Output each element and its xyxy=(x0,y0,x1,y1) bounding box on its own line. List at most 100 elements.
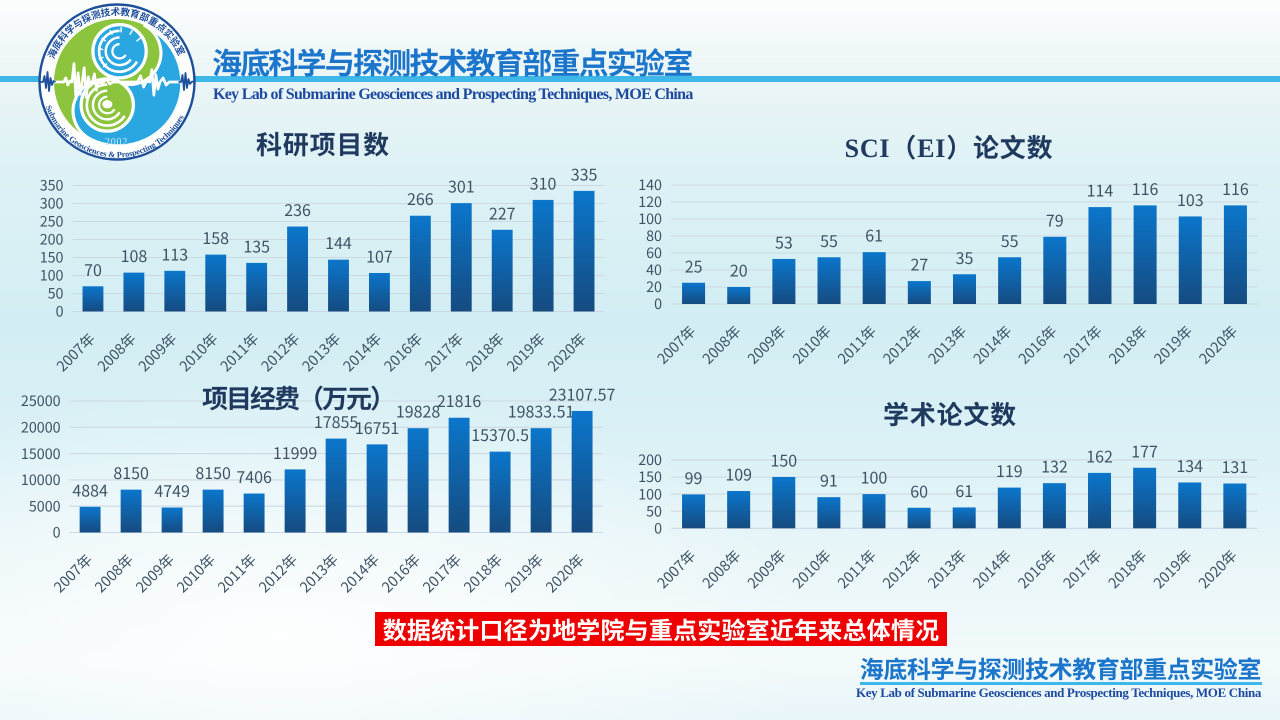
bar-value-label: 144 xyxy=(325,230,352,254)
bar-value-label: 132 xyxy=(1041,454,1068,478)
bar-value-label: 7406 xyxy=(236,464,272,488)
bar xyxy=(1223,205,1247,304)
bar xyxy=(246,262,268,312)
bar-value-label: 61 xyxy=(955,478,973,502)
x-tick-label: 2009年 xyxy=(743,321,791,369)
y-tick-label: 140 xyxy=(638,174,662,195)
bar-value-label: 116 xyxy=(1132,176,1159,200)
y-tick-label: 15000 xyxy=(21,443,61,464)
bar xyxy=(1133,467,1157,529)
bar-value-label: 158 xyxy=(202,225,229,249)
x-tick-label: 2008年 xyxy=(93,328,141,376)
bar-value-label: 27 xyxy=(910,252,928,276)
y-tick-label: 100 xyxy=(40,265,64,286)
x-tick-label: 2011年 xyxy=(833,321,881,369)
x-tick-label: 2019年 xyxy=(1149,321,1197,369)
bar xyxy=(532,199,554,312)
y-tick-label: 10000 xyxy=(21,469,61,490)
x-tick-label: 2014年 xyxy=(968,545,1016,593)
bar xyxy=(409,215,431,312)
bar xyxy=(366,444,388,533)
bar xyxy=(907,507,931,529)
bar xyxy=(123,272,145,312)
bar-value-label: 11999 xyxy=(273,440,318,464)
x-tick-label: 2018年 xyxy=(461,328,509,376)
logo-year: 2002 xyxy=(105,137,128,148)
bar xyxy=(161,507,183,533)
footer-title-cn: 海底科学与探测技术教育部重点实验室 xyxy=(859,650,1262,685)
x-tick-label: 2007年 xyxy=(52,328,100,376)
bar xyxy=(202,489,224,533)
bar xyxy=(862,494,886,529)
bar xyxy=(817,257,841,304)
x-tick-label: 2014年 xyxy=(968,321,1016,369)
x-tick-label: 2016年 xyxy=(379,328,427,376)
bar-value-label: 16751 xyxy=(355,415,399,439)
chart-project-funding: 0 5000 10000 15000 20000 25000 4884 2007年 8150 20… xyxy=(21,379,616,597)
x-tick-label: 2019年 xyxy=(1148,545,1196,593)
footer-title-en: Key Lab of Submarine Geosciences and Pro… xyxy=(855,685,1261,700)
bar xyxy=(727,491,751,529)
bar xyxy=(491,229,513,312)
bar xyxy=(1223,483,1247,529)
chart-title: 科研项目数 xyxy=(256,125,390,162)
header-title-cn: 海底科学与探测技术教育部重点实验室 xyxy=(212,38,693,83)
x-tick-label: 2009年 xyxy=(742,545,790,593)
bar-value-label: 227 xyxy=(489,200,516,224)
bar xyxy=(205,254,227,312)
header-accent-stripe xyxy=(0,76,1280,82)
bar-value-label: 15370.5 xyxy=(471,422,529,446)
bar-value-label: 116 xyxy=(1222,176,1249,200)
bar-value-label: 55 xyxy=(820,228,838,252)
bar xyxy=(328,259,349,312)
bar-value-label: 19828 xyxy=(396,399,441,423)
chart-sci-ei-papers: 020406080100120140252007年202008年532009年5… xyxy=(638,128,1258,369)
y-tick-label: 120 xyxy=(638,191,662,212)
bar-value-label: 119 xyxy=(996,458,1023,482)
y-tick-label: 0 xyxy=(654,293,662,314)
y-tick-label: 80 xyxy=(646,225,662,246)
bar-value-label: 100 xyxy=(861,465,888,489)
bar-value-label: 53 xyxy=(775,229,793,253)
statistics-note-banner: 数据统计口径为地学院与重点实验室近年来总体情况 xyxy=(375,612,947,646)
y-tick-label: 5000 xyxy=(29,495,61,516)
bar-value-label: 4884 xyxy=(72,477,108,501)
bar-value-label: 113 xyxy=(161,241,188,265)
x-tick-label: 2017年 xyxy=(418,549,466,597)
x-tick-label: 2011年 xyxy=(213,549,261,597)
x-tick-label: 2013年 xyxy=(297,328,345,376)
x-tick-label: 2011年 xyxy=(833,545,881,593)
logo-top-swirl xyxy=(91,22,148,80)
x-tick-label: 2017年 xyxy=(1058,545,1106,593)
bar xyxy=(120,489,142,533)
bar xyxy=(952,507,976,529)
logo-band-waveform xyxy=(39,71,195,92)
x-tick-label: 2019年 xyxy=(500,549,548,597)
bar-value-label: 23107.57 xyxy=(549,381,616,405)
y-tick-label: 100 xyxy=(638,208,662,229)
bar-value-label: 177 xyxy=(1131,438,1158,462)
bar-value-label: 61 xyxy=(865,223,883,247)
x-tick-label: 2020年 xyxy=(1194,321,1242,369)
bar xyxy=(862,252,886,304)
x-tick-label: 2010年 xyxy=(174,328,222,376)
y-tick-label: 0 xyxy=(654,518,662,539)
x-tick-label: 2009年 xyxy=(133,328,181,376)
x-tick-label: 2012年 xyxy=(256,328,304,376)
chart-title: 学术论文数 xyxy=(883,395,1017,432)
bar-value-label: 20 xyxy=(730,258,748,282)
bar-value-label: 8150 xyxy=(113,460,149,484)
x-tick-label: 2008年 xyxy=(90,549,138,597)
y-tick-label: 0 xyxy=(53,522,61,543)
bar-value-label: 35 xyxy=(956,245,974,269)
x-tick-label: 2016年 xyxy=(377,549,425,597)
bar xyxy=(817,497,841,529)
bar xyxy=(573,190,595,312)
bar-value-label: 236 xyxy=(284,197,311,221)
x-tick-label: 2020年 xyxy=(541,549,589,597)
x-tick-label: 2020年 xyxy=(543,328,591,376)
x-tick-label: 2014年 xyxy=(336,549,384,597)
bar-value-label: 8150 xyxy=(195,460,231,484)
bar-value-label: 21816 xyxy=(437,388,482,412)
